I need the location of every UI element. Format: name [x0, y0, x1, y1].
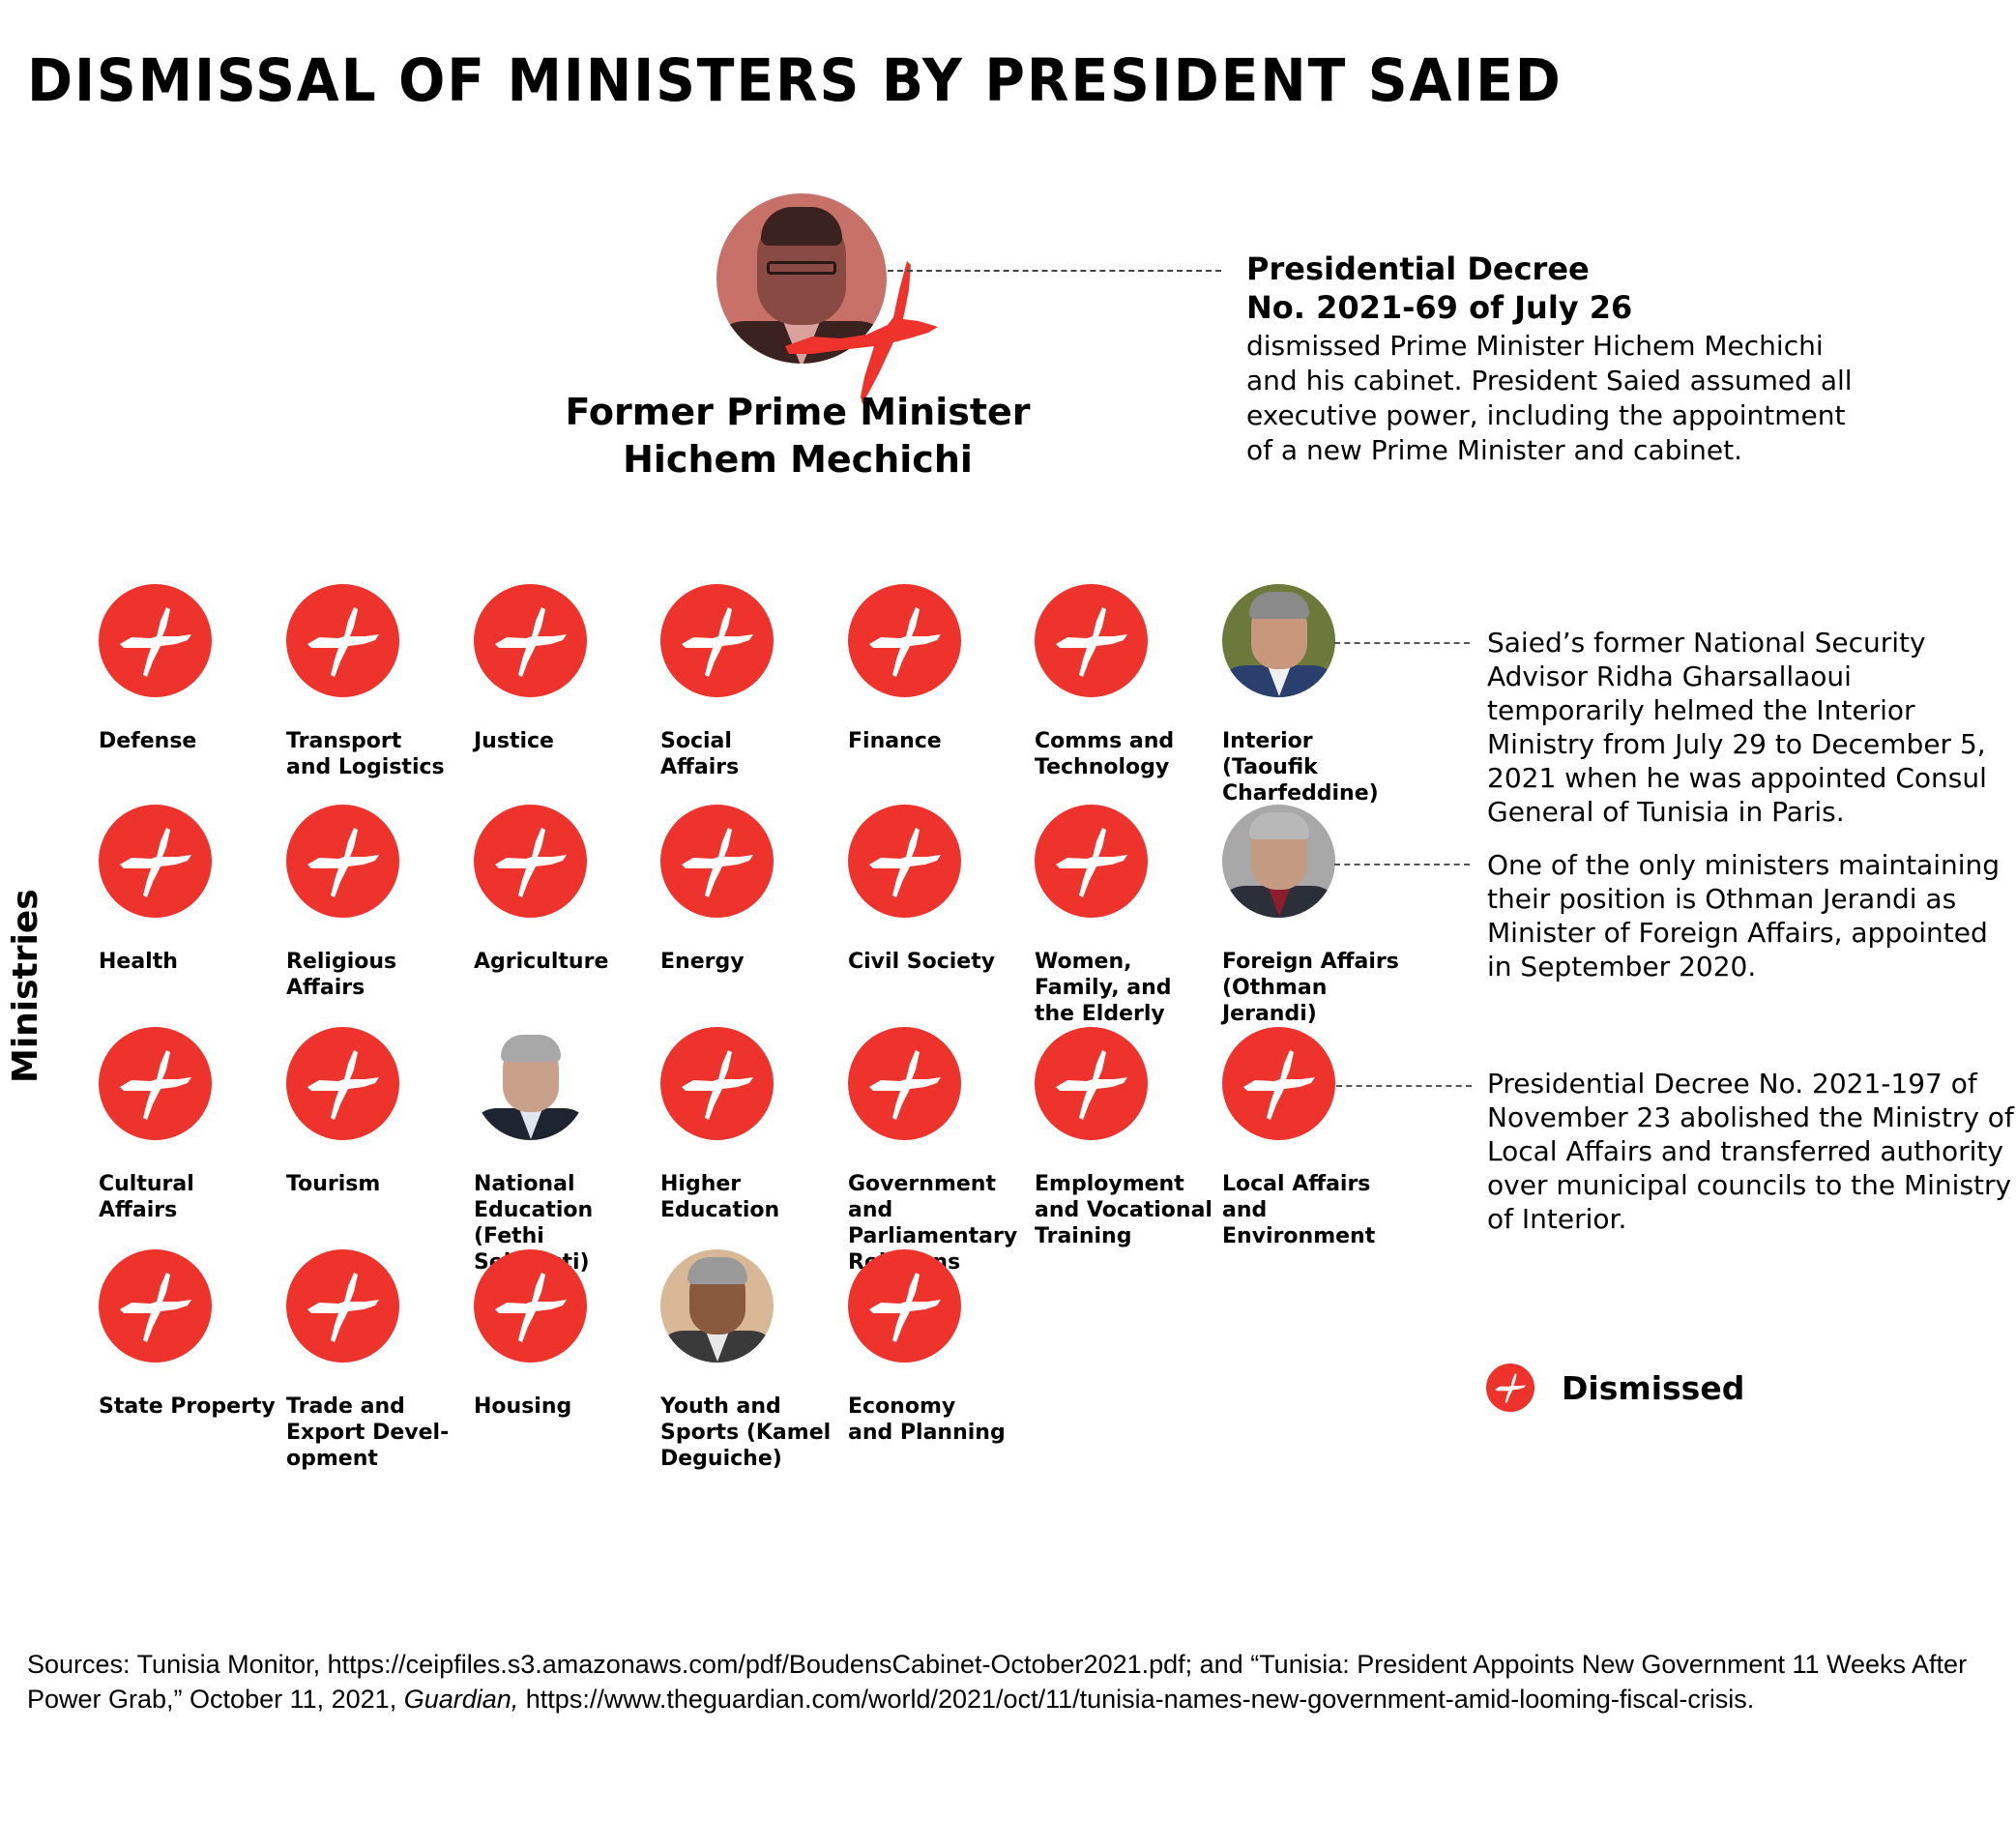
legend: Dismissed — [1486, 1364, 1744, 1412]
dismissed-cross-icon — [99, 1027, 212, 1140]
dismissed-cross-icon — [99, 584, 212, 697]
ministry-item: Civil Society — [848, 805, 1032, 975]
dismissed-cross-icon — [848, 805, 961, 918]
ministry-label: Energy — [660, 950, 745, 974]
minister-photo — [1222, 584, 1335, 697]
ministry-item: Foreign Affairs (Othman Jerandi) — [1222, 805, 1406, 1027]
dismissed-cross-icon — [99, 805, 212, 918]
page-title: DISMISSAL OF MINISTERS BY PRESIDENT SAIE… — [27, 46, 1563, 115]
prime-minister-photo — [716, 193, 887, 364]
ministry-item: Health — [99, 805, 282, 975]
decree-heading-line2: No. 2021-69 of July 26 — [1246, 289, 1633, 326]
dismissed-cross-icon — [474, 805, 587, 918]
ministry-label: Interior (Taoufik Charfeddine) — [1222, 729, 1379, 806]
ministry-label: Employment and Vocational Training — [1035, 1172, 1213, 1248]
ministry-item: Finance — [848, 584, 1032, 754]
dismissed-cross-icon — [474, 1249, 587, 1363]
minister-photo — [1222, 805, 1335, 918]
connector-line — [888, 270, 1221, 272]
ministry-label: Health — [99, 950, 178, 974]
dismissed-cross-icon — [1222, 1027, 1335, 1140]
ministry-item: Transport and Logistics — [286, 584, 470, 780]
ministry-item: Agriculture — [474, 805, 657, 975]
dismissed-cross-icon — [1035, 584, 1148, 697]
ministry-label: Civil Society — [848, 950, 996, 974]
ministry-item: Higher Education — [660, 1027, 844, 1223]
ministry-label: Comms and Technology — [1035, 729, 1175, 779]
minister-photo — [660, 1249, 774, 1363]
decree-heading-line1: Presidential Decree — [1246, 250, 1590, 287]
dismissed-cross-icon — [286, 584, 399, 697]
dismissed-cross-icon — [1035, 805, 1148, 918]
ministry-item: National Education (Fethi Sellaouti) — [474, 1027, 657, 1276]
connector-line-local-affairs — [1336, 1085, 1472, 1087]
dismissed-cross-icon — [474, 584, 587, 697]
ministry-item: Local Affairs and Environment — [1222, 1027, 1406, 1249]
ministry-label: Youth and Sports (Kamel Deguiche) — [660, 1394, 832, 1471]
ministry-item: Government and Parliamentary Relations — [848, 1027, 1032, 1276]
ministry-item: Youth and Sports (Kamel Deguiche) — [660, 1249, 844, 1472]
dismissed-cross-icon — [660, 805, 774, 918]
connector-line-interior — [1334, 642, 1470, 644]
decree-annotation: Presidential Decree No. 2021-69 of July … — [1246, 249, 1865, 468]
ministry-item: Defense — [99, 584, 282, 754]
dismissed-cross-icon — [286, 1027, 399, 1140]
connector-line-foreign-affairs — [1334, 864, 1470, 865]
dismissed-cross-icon — [848, 1249, 961, 1363]
ministry-label: Transport and Logistics — [286, 729, 445, 779]
ministry-label: Justice — [474, 729, 554, 753]
ministry-item: Economy and Planning — [848, 1249, 1032, 1446]
ministries-axis-label: Ministries — [6, 889, 45, 1083]
dismissed-cross-icon — [660, 1027, 774, 1140]
dismissed-cross-icon — [286, 805, 399, 918]
ministry-label: Foreign Affairs (Othman Jerandi) — [1222, 950, 1399, 1026]
ministry-label: Women, Family, and the Elderly — [1035, 950, 1172, 1026]
dismissed-cross-icon — [99, 1249, 212, 1363]
ministry-item: Justice — [474, 584, 657, 754]
ministry-item: Cultural Affairs — [99, 1027, 282, 1223]
sources-text: Sources: Tunisia Monitor, https://ceipfi… — [27, 1650, 1968, 1714]
dismissed-cross-icon — [848, 584, 961, 697]
ministry-item: Women, Family, and the Elderly — [1035, 805, 1218, 1027]
ministry-item: Tourism — [286, 1027, 470, 1197]
ministry-item: Comms and Technology — [1035, 584, 1218, 780]
ministry-label: Housing — [474, 1394, 572, 1419]
minister-photo — [474, 1027, 587, 1140]
ministry-item: Employment and Vocational Training — [1035, 1027, 1218, 1249]
ministry-label: Trade and Export Devel- opment — [286, 1394, 450, 1471]
ministry-label: Agriculture — [474, 950, 609, 974]
ministry-item: Trade and Export Devel- opment — [286, 1249, 470, 1472]
ministry-label: Local Affairs and Environment — [1222, 1172, 1376, 1248]
ministry-label: State Property — [99, 1394, 276, 1419]
publication-name: Guardian, — [403, 1685, 519, 1714]
note-foreign-affairs: One of the only ministers maintaining th… — [1487, 849, 2001, 983]
ministry-label: Cultural Affairs — [99, 1172, 194, 1222]
ministry-label: Religious Affairs — [286, 950, 397, 1000]
ministry-item: Housing — [474, 1249, 657, 1420]
dismissed-cross-mark-icon — [785, 261, 938, 404]
ministry-item: Energy — [660, 805, 844, 975]
ministry-label: Social Affairs — [660, 729, 740, 779]
legend-label: Dismissed — [1562, 1368, 1745, 1407]
ministry-label: Economy and Planning — [848, 1394, 1006, 1445]
ministry-label: Defense — [99, 729, 197, 753]
dismissed-cross-icon — [1035, 1027, 1148, 1140]
dismissed-cross-icon — [660, 584, 774, 697]
cross-icon — [1486, 1364, 1534, 1412]
decree-body: dismissed Prime Minister Hichem Mechichi… — [1246, 330, 1853, 466]
ministry-item: State Property — [99, 1249, 282, 1420]
ministry-label: Tourism — [286, 1172, 381, 1196]
dismissed-cross-icon — [848, 1027, 961, 1140]
ministry-label: Finance — [848, 729, 942, 753]
ministry-item: Religious Affairs — [286, 805, 470, 1001]
ministry-item: Social Affairs — [660, 584, 844, 780]
ministry-label: Higher Education — [660, 1172, 780, 1222]
ministry-item: Interior (Taoufik Charfeddine) — [1222, 584, 1406, 807]
note-local-affairs: Presidential Decree No. 2021-197 of Nove… — [1487, 1068, 2014, 1235]
note-interior: Saied’s former National Security Advisor… — [1487, 627, 1987, 828]
prime-minister-name: Former Prime Minister Hichem Mechichi — [565, 391, 1031, 481]
dismissed-cross-icon — [286, 1249, 399, 1363]
